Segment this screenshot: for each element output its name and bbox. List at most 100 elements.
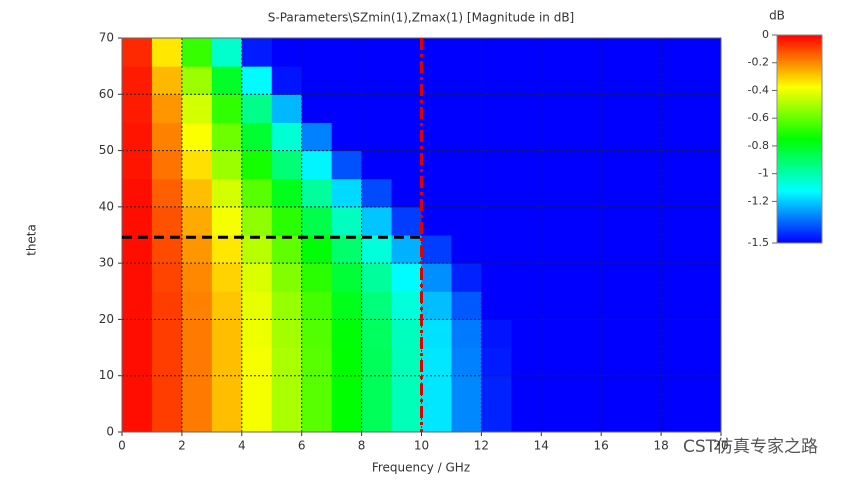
- heat-cell: [271, 94, 303, 123]
- heat-cell: [391, 206, 422, 236]
- heat-cell: [691, 263, 722, 292]
- colorbar-tick-label: -1.2: [748, 194, 769, 207]
- heat-cell: [451, 291, 482, 320]
- heat-cell: [211, 150, 243, 180]
- heat-cell: [421, 38, 452, 67]
- heat-cell: [241, 347, 273, 377]
- heat-cell: [301, 94, 333, 123]
- heat-cell: [331, 206, 363, 236]
- chart-title: S-Parameters\SZmin(1),Zmax(1) [Magnitude…: [268, 11, 575, 25]
- x-axis-label: Frequency / GHz: [372, 461, 470, 475]
- heat-cell: [122, 375, 153, 405]
- heat-cell: [211, 178, 243, 208]
- heat-cell: [511, 319, 542, 349]
- heat-cell: [181, 263, 213, 292]
- x-tick-label: 12: [474, 439, 489, 453]
- heat-cell: [151, 375, 183, 405]
- heat-cell: [241, 291, 273, 320]
- heat-cell: [451, 66, 482, 95]
- colorbar-tick-label: -0.6: [748, 111, 769, 124]
- x-tick-label: 4: [238, 439, 246, 453]
- heat-cell: [122, 178, 153, 208]
- heat-cell: [571, 94, 602, 123]
- heat-cell: [391, 347, 422, 377]
- heat-cell: [661, 235, 692, 264]
- heat-cell: [181, 94, 213, 123]
- heat-cell: [571, 38, 602, 67]
- heat-cell: [181, 235, 213, 264]
- heat-cell: [691, 347, 722, 377]
- heat-cell: [391, 291, 422, 320]
- heat-cell: [122, 291, 153, 320]
- heat-cell: [451, 403, 482, 433]
- heat-cell: [691, 94, 722, 123]
- heat-cell: [601, 235, 632, 264]
- heat-cell: [361, 38, 393, 67]
- heat-cell: [122, 38, 153, 67]
- heat-cell: [361, 206, 393, 236]
- heat-cell: [451, 347, 482, 377]
- heat-cell: [511, 235, 542, 264]
- heat-cell: [271, 178, 303, 208]
- heat-cell: [421, 122, 452, 152]
- heat-cell: [661, 122, 692, 152]
- heat-cell: [481, 403, 512, 433]
- heat-cell: [391, 403, 422, 433]
- heat-cell: [631, 66, 662, 95]
- heat-cell: [691, 122, 722, 152]
- heat-cell: [451, 94, 482, 123]
- heat-cell: [181, 319, 213, 349]
- y-tick-label: 70: [99, 31, 114, 45]
- heat-cell: [331, 94, 363, 123]
- heat-cell: [631, 347, 662, 377]
- colorbar-tick-label: -1.5: [748, 236, 769, 249]
- heat-cell: [211, 347, 243, 377]
- heat-cell: [691, 375, 722, 405]
- heat-cell: [361, 66, 393, 95]
- heat-cell: [511, 94, 542, 123]
- colorbar-tick-label: -0.4: [748, 83, 769, 96]
- y-tick-label: 0: [106, 425, 114, 439]
- heat-cell: [631, 291, 662, 320]
- colorbar-label: dB: [769, 9, 785, 23]
- heat-cell: [571, 122, 602, 152]
- heat-cell: [331, 178, 363, 208]
- heat-cell: [331, 319, 363, 349]
- heat-cell: [181, 206, 213, 236]
- heat-cell: [571, 66, 602, 95]
- heat-cell: [301, 38, 333, 67]
- heat-cell: [421, 319, 452, 349]
- heat-cell: [481, 178, 512, 208]
- heat-cell: [391, 178, 422, 208]
- heat-cell: [331, 403, 363, 433]
- heat-cell: [421, 375, 452, 405]
- heat-cell: [451, 375, 482, 405]
- x-tick-label: 6: [298, 439, 306, 453]
- heat-cell: [571, 403, 602, 433]
- heat-cell: [241, 66, 273, 95]
- x-tick-label: 8: [358, 439, 366, 453]
- y-tick-label: 30: [99, 256, 114, 270]
- heat-cell: [631, 122, 662, 152]
- heat-cell: [391, 263, 422, 292]
- heat-cell: [122, 66, 153, 95]
- heat-cell: [661, 94, 692, 123]
- heat-cell: [691, 235, 722, 264]
- heat-cell: [181, 122, 213, 152]
- x-tick-label: 16: [594, 439, 609, 453]
- heat-cell: [391, 94, 422, 123]
- heat-cell: [181, 291, 213, 320]
- heat-cell: [361, 347, 393, 377]
- heat-cell: [571, 150, 602, 180]
- heat-cell: [511, 375, 542, 405]
- y-tick-label: 10: [99, 368, 114, 382]
- heat-cell: [511, 206, 542, 236]
- x-tick-label: 14: [534, 439, 549, 453]
- heat-cell: [451, 150, 482, 180]
- heat-cell: [571, 347, 602, 377]
- colorbar: [776, 34, 823, 244]
- heat-cell: [361, 94, 393, 123]
- heat-cell: [451, 38, 482, 67]
- heat-cell: [122, 263, 153, 292]
- heat-cell: [661, 150, 692, 180]
